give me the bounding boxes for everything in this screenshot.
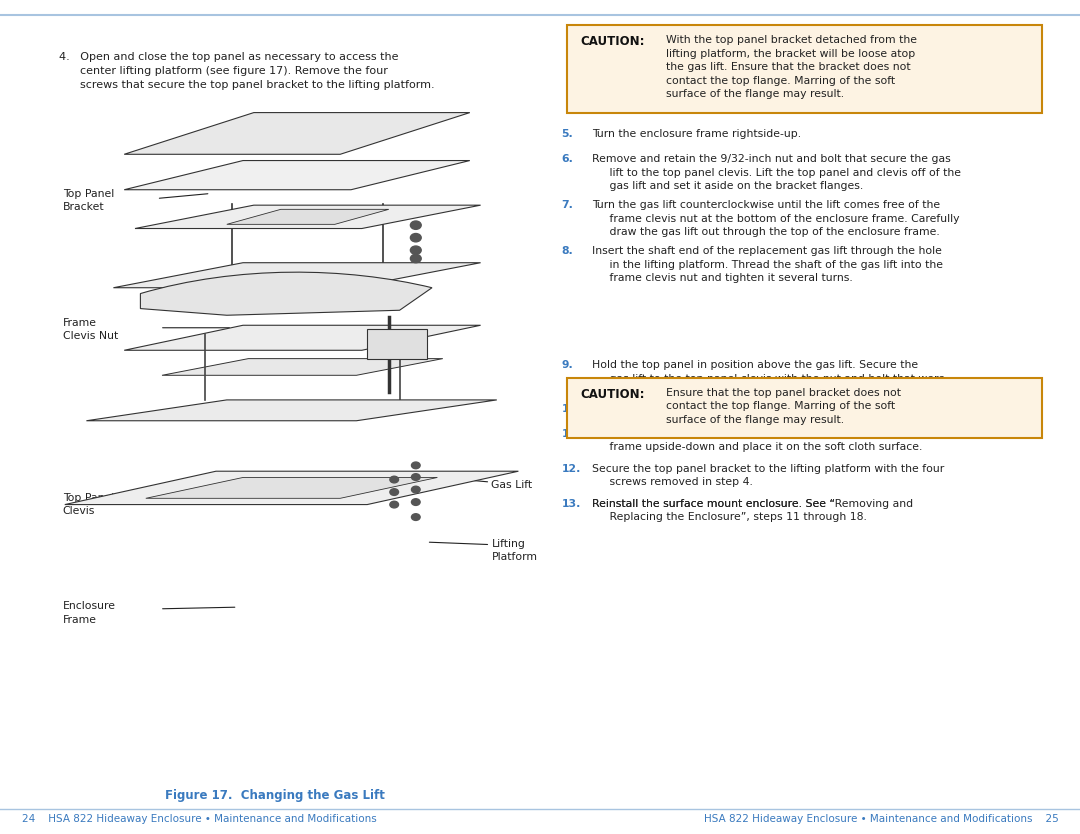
Text: Reconnect the interior AC power cables.: Reconnect the interior AC power cables. [592, 404, 811, 414]
Text: Hold the top panel in position above the gas lift. Secure the
     gas lift to t: Hold the top panel in position above the… [592, 360, 945, 398]
Polygon shape [124, 113, 470, 154]
Polygon shape [227, 209, 389, 224]
Text: 12.: 12. [562, 464, 581, 474]
Text: Reinstall the surface mount enclosure. See “Removing and
     Replacing the Encl: Reinstall the surface mount enclosure. S… [592, 499, 913, 522]
Text: 13.: 13. [562, 499, 581, 509]
Circle shape [410, 254, 421, 263]
Text: Secure the top panel bracket to the lifting platform with the four
     screws r: Secure the top panel bracket to the lift… [592, 464, 944, 487]
Polygon shape [113, 263, 481, 288]
Text: 8.: 8. [562, 246, 573, 256]
Text: Gas Lift: Gas Lift [491, 480, 532, 490]
Polygon shape [135, 205, 481, 229]
FancyBboxPatch shape [567, 378, 1042, 438]
Text: CAUTION:: CAUTION: [580, 388, 645, 401]
Text: Top Panel
Clevis: Top Panel Clevis [63, 493, 113, 516]
Circle shape [411, 462, 420, 469]
Circle shape [411, 499, 420, 505]
Text: 4.   Open and close the top panel as necessary to access the
      center liftin: 4. Open and close the top panel as neces… [59, 52, 435, 90]
Circle shape [390, 489, 399, 495]
Text: With the top panel bracket detached from the
lifting platform, the bracket will : With the top panel bracket detached from… [666, 35, 917, 99]
Text: 6.: 6. [562, 154, 573, 164]
Circle shape [410, 221, 421, 229]
FancyBboxPatch shape [367, 329, 427, 359]
Polygon shape [124, 325, 481, 350]
PathPatch shape [140, 272, 432, 315]
Text: Top Panel
Bracket: Top Panel Bracket [63, 188, 113, 212]
Text: 24    HSA 822 Hideaway Enclosure • Maintenance and Modifications: 24 HSA 822 Hideaway Enclosure • Maintena… [22, 814, 376, 824]
Circle shape [390, 476, 399, 483]
Circle shape [410, 234, 421, 242]
Text: Insert the shaft end of the replacement gas lift through the hole
     in the li: Insert the shaft end of the replacement … [592, 246, 943, 284]
Text: 7.: 7. [562, 200, 573, 210]
Circle shape [411, 474, 420, 480]
Text: Enclosure
Frame: Enclosure Frame [63, 601, 116, 625]
Text: If necessary, release (extend) the top panel. Turn the enclosure
     frame upsi: If necessary, release (extend) the top p… [592, 429, 939, 452]
Text: 9.: 9. [562, 360, 573, 370]
Text: Turn the gas lift counterclockwise until the lift comes free of the
     frame c: Turn the gas lift counterclockwise until… [592, 200, 959, 238]
Circle shape [390, 501, 399, 508]
Polygon shape [86, 400, 497, 420]
Polygon shape [162, 359, 443, 375]
FancyBboxPatch shape [567, 25, 1042, 113]
Text: HSA 822 Hideaway Enclosure • Maintenance and Modifications    25: HSA 822 Hideaway Enclosure • Maintenance… [704, 814, 1058, 824]
Text: Frame
Clevis Nut: Frame Clevis Nut [63, 318, 118, 341]
Text: Ensure that the top panel bracket does not
contact the top flange. Marring of th: Ensure that the top panel bracket does n… [666, 388, 902, 425]
Text: 5.: 5. [562, 129, 573, 139]
Text: Figure 17.  Changing the Gas Lift: Figure 17. Changing the Gas Lift [165, 789, 386, 802]
Text: Reinstall the surface mount enclosure. See “: Reinstall the surface mount enclosure. S… [592, 499, 835, 509]
Circle shape [411, 486, 420, 493]
Text: Lifting
Platform: Lifting Platform [491, 539, 538, 562]
Circle shape [410, 246, 421, 254]
Text: 10.: 10. [562, 404, 581, 414]
Circle shape [411, 514, 420, 520]
Polygon shape [124, 160, 470, 189]
Text: Remove and retain the 9/32-inch nut and bolt that secure the gas
     lift to th: Remove and retain the 9/32-inch nut and … [592, 154, 961, 192]
Text: 11.: 11. [562, 429, 581, 439]
Polygon shape [146, 477, 437, 499]
Text: CAUTION:: CAUTION: [580, 35, 645, 48]
Polygon shape [65, 471, 518, 505]
Text: Turn the enclosure frame rightside-up.: Turn the enclosure frame rightside-up. [592, 129, 801, 139]
